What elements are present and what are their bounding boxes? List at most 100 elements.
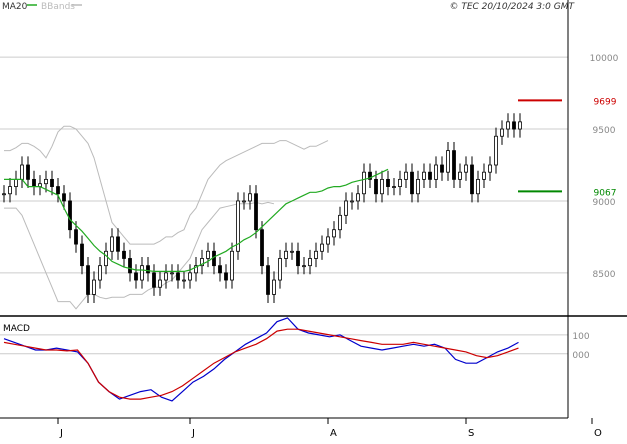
candle-body bbox=[164, 272, 168, 281]
candle-body bbox=[50, 178, 54, 187]
candle-body bbox=[374, 178, 378, 195]
candle-body bbox=[416, 178, 420, 195]
candle-body bbox=[248, 193, 252, 202]
price-tick-label: 9500 bbox=[593, 126, 616, 136]
candle-body bbox=[236, 200, 240, 252]
candle-body bbox=[506, 121, 510, 130]
price-tick-label: 9000 bbox=[593, 198, 616, 208]
macd-signal-line bbox=[3, 328, 519, 400]
candle-body bbox=[146, 265, 150, 274]
candle-body bbox=[512, 121, 516, 130]
candle-body bbox=[158, 279, 162, 288]
bbands-layer bbox=[4, 125, 329, 310]
candle-body bbox=[284, 250, 288, 259]
copyright-text: © TEC 20/10/2024 3:0 GMT bbox=[449, 2, 575, 12]
candle-body bbox=[92, 279, 96, 295]
price-tick-label: 10000 bbox=[590, 54, 619, 64]
resistance-level-label: 9699 bbox=[594, 97, 617, 107]
bband-upper-line bbox=[4, 125, 329, 245]
candle-body bbox=[26, 164, 30, 180]
candle-body bbox=[14, 178, 18, 187]
candle-body bbox=[518, 121, 522, 130]
candle-body bbox=[218, 265, 222, 274]
candle-body bbox=[32, 178, 36, 187]
candle-body bbox=[86, 265, 90, 295]
candle-body bbox=[128, 258, 132, 274]
candle-body bbox=[140, 265, 144, 281]
candle-body bbox=[494, 135, 498, 166]
candle-body bbox=[350, 200, 354, 203]
macd-line bbox=[3, 317, 519, 402]
candle-body bbox=[266, 265, 270, 295]
candle-body bbox=[428, 171, 432, 180]
x-tick-label: S bbox=[468, 428, 474, 439]
candle-body bbox=[278, 258, 282, 281]
candle-body bbox=[56, 186, 60, 195]
candle-body bbox=[44, 178, 48, 185]
candle-body bbox=[332, 229, 336, 238]
candles-layer bbox=[2, 113, 522, 304]
candle-body bbox=[152, 272, 156, 288]
candle-body bbox=[80, 243, 84, 267]
grid-layer bbox=[0, 56, 568, 355]
candle-body bbox=[122, 250, 126, 259]
bband-lower-line bbox=[4, 201, 275, 310]
candle-body bbox=[476, 178, 480, 195]
x-tick-label: O bbox=[594, 428, 602, 439]
legend-ma-label: MA20 bbox=[2, 2, 28, 12]
candle-body bbox=[470, 164, 474, 195]
candle-body bbox=[194, 265, 198, 274]
candle-body bbox=[230, 250, 234, 281]
candle-body bbox=[260, 229, 264, 267]
candle-body bbox=[254, 193, 258, 231]
candle-body bbox=[206, 250, 210, 259]
levels-layer: 9699 9067 bbox=[518, 97, 617, 198]
candle-body bbox=[290, 250, 294, 253]
candle-body bbox=[458, 171, 462, 180]
candle-body bbox=[62, 193, 66, 202]
candle-body bbox=[8, 186, 12, 195]
candle-body bbox=[368, 171, 372, 180]
candle-body bbox=[182, 279, 186, 282]
candle-body bbox=[386, 178, 390, 187]
x-tick-label: A bbox=[330, 428, 337, 439]
candle-body bbox=[104, 250, 108, 267]
candle-body bbox=[500, 128, 504, 137]
candle-body bbox=[200, 258, 204, 267]
candle-body bbox=[224, 272, 228, 281]
candle-body bbox=[20, 164, 24, 180]
candle-body bbox=[188, 272, 192, 281]
candle-body bbox=[464, 164, 468, 173]
candle-body bbox=[452, 150, 456, 180]
macd-tick-label: 000 bbox=[572, 351, 589, 361]
candle-body bbox=[398, 178, 402, 187]
candle-body bbox=[404, 171, 408, 180]
candle-body bbox=[116, 236, 120, 252]
candle-body bbox=[410, 171, 414, 195]
price-tick-label: 8500 bbox=[593, 270, 616, 280]
support-level-label: 9067 bbox=[594, 188, 617, 198]
x-tick-label: J bbox=[59, 428, 63, 439]
candle-body bbox=[110, 236, 114, 252]
candle-body bbox=[134, 272, 138, 281]
candle-body bbox=[320, 243, 324, 252]
candle-body bbox=[326, 236, 330, 245]
candle-body bbox=[422, 171, 426, 180]
candle-body bbox=[488, 164, 492, 173]
macd-title: MACD bbox=[3, 324, 30, 334]
candle-body bbox=[176, 272, 180, 281]
candle-body bbox=[68, 200, 72, 231]
candle-body bbox=[272, 279, 276, 295]
candle-body bbox=[314, 250, 318, 259]
legend-bbands-label: BBands bbox=[41, 2, 75, 12]
ma20-layer bbox=[4, 168, 389, 272]
candle-body bbox=[296, 250, 300, 267]
candle-body bbox=[74, 229, 78, 245]
candle-body bbox=[446, 150, 450, 173]
candle-body bbox=[344, 200, 348, 216]
candle-body bbox=[380, 178, 384, 195]
macd-tick-label: 100 bbox=[572, 332, 589, 342]
candle-body bbox=[308, 258, 312, 267]
